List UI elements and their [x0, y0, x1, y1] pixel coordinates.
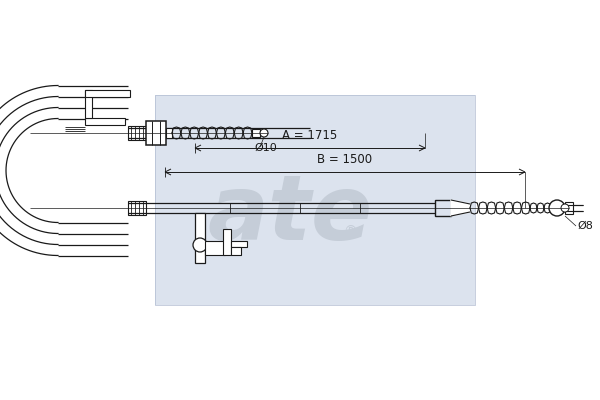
Bar	[205, 241, 225, 255]
Bar	[231, 247, 241, 255]
Circle shape	[549, 200, 565, 216]
Text: 24.3727-1824.2    581824: 24.3727-1824.2 581824	[130, 13, 470, 37]
Text: B = 1500: B = 1500	[317, 153, 373, 166]
Bar	[155, 95, 475, 305]
Bar	[252, 129, 260, 137]
Bar	[565, 202, 573, 214]
Bar	[85, 90, 130, 97]
Bar	[128, 201, 146, 215]
Bar	[195, 213, 205, 263]
Bar	[435, 200, 451, 216]
Circle shape	[561, 204, 569, 212]
Bar	[146, 121, 166, 145]
Bar	[85, 118, 125, 125]
Circle shape	[193, 238, 207, 252]
Circle shape	[260, 129, 268, 137]
Text: A = 1715: A = 1715	[283, 129, 338, 142]
Bar	[85, 90, 92, 118]
Text: Ø8: Ø8	[577, 221, 593, 231]
Text: ate: ate	[208, 171, 373, 259]
Bar	[155, 95, 475, 305]
Bar	[166, 128, 172, 138]
Bar	[128, 126, 146, 140]
Text: Ø10: Ø10	[254, 143, 277, 153]
Bar	[231, 241, 247, 247]
Polygon shape	[451, 200, 470, 216]
Bar	[223, 229, 231, 255]
Text: ®: ®	[343, 225, 357, 239]
